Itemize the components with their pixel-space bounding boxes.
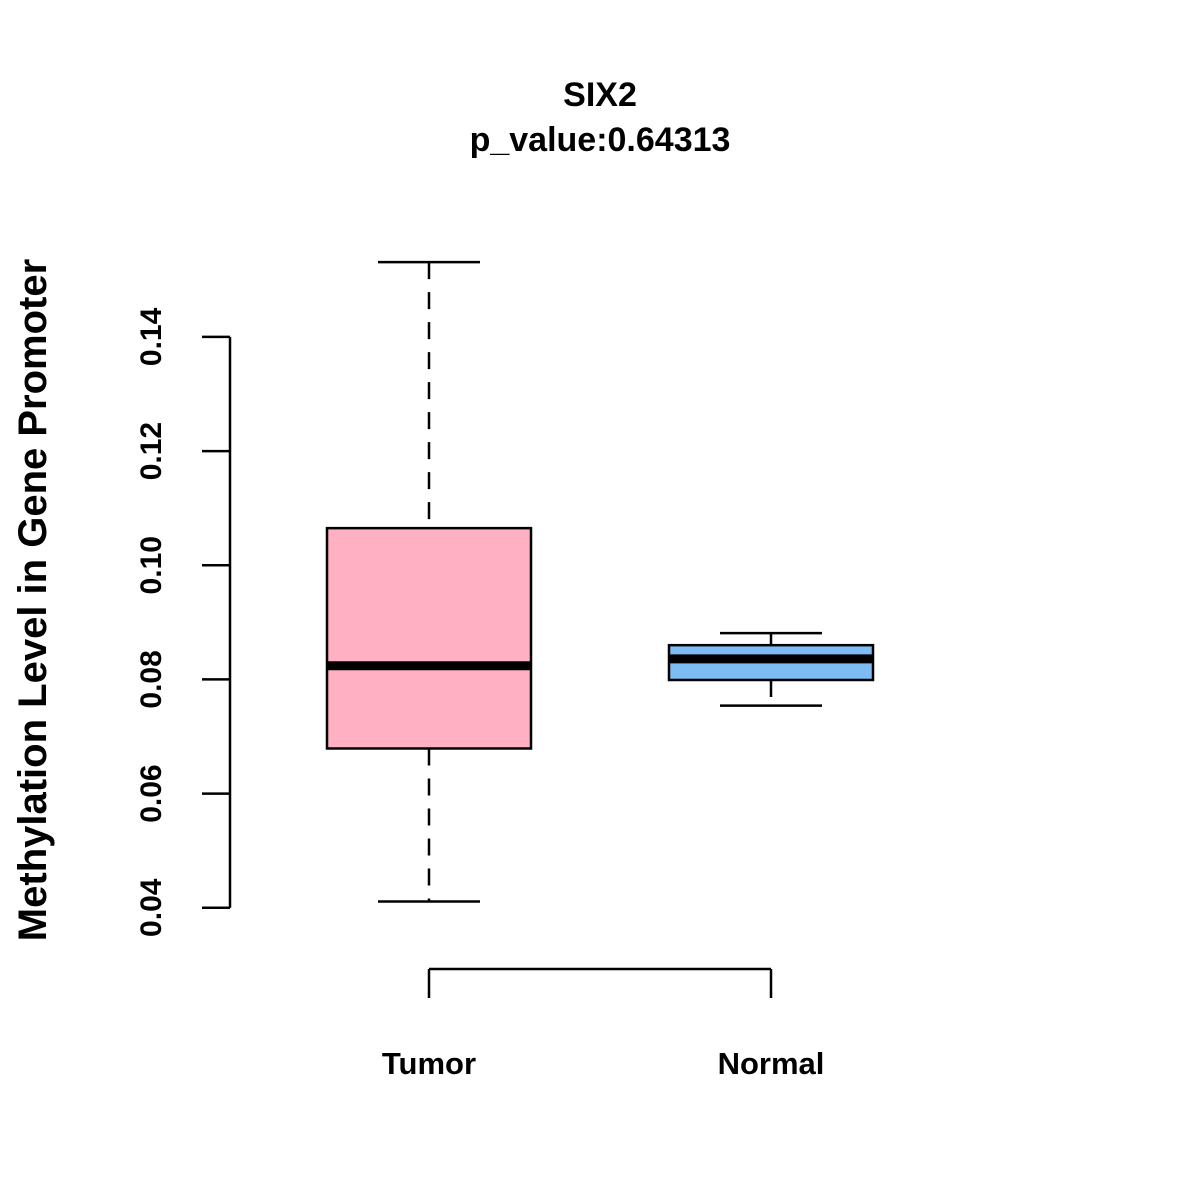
box-group-normal — [667, 631, 875, 707]
box-group-tumor — [325, 260, 533, 903]
chart-subtitle: p_value:0.64313 — [470, 121, 731, 159]
iqr-box — [325, 526, 533, 750]
x-tick-label-tumor: Tumor — [382, 1046, 476, 1081]
y-axis: 0.04 0.06 0.08 0.10 0.12 0.14 — [135, 307, 232, 937]
y-tick-label-0: 0.04 — [135, 878, 168, 937]
x-tick-label-normal: Normal — [718, 1046, 825, 1081]
y-tick-label-1: 0.06 — [135, 764, 168, 822]
y-tick-label-3: 0.10 — [135, 536, 168, 594]
y-tick-label-4: 0.12 — [135, 422, 168, 480]
chart-title: SIX2 — [563, 76, 637, 114]
y-tick-label-2: 0.08 — [135, 650, 168, 708]
y-tick-label-5: 0.14 — [135, 307, 168, 366]
x-axis: Tumor Normal — [382, 967, 825, 1081]
box-groups — [325, 260, 875, 903]
y-axis-label: Methylation Level in Gene Promoter — [11, 259, 55, 941]
